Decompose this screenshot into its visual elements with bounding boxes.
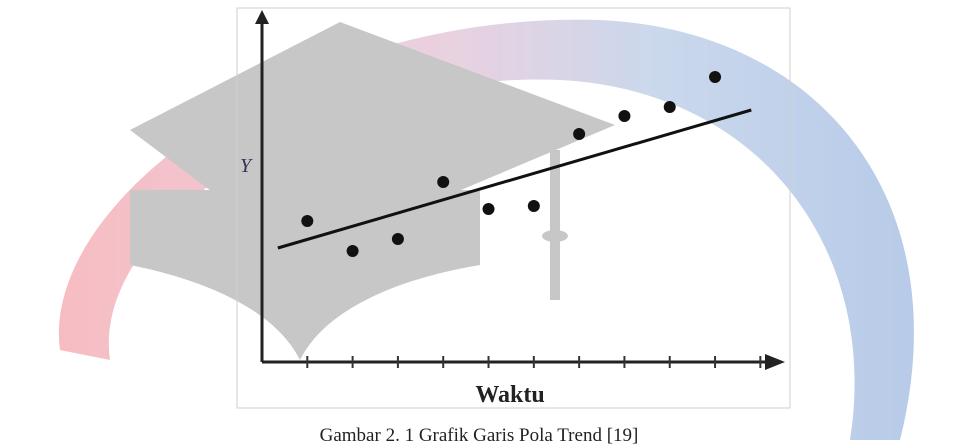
data-point bbox=[618, 110, 630, 122]
data-point bbox=[528, 200, 540, 212]
caption: Gambar 2. 1 Grafik Garis Pola Trend [19] bbox=[320, 425, 639, 446]
x-axis-arrow bbox=[765, 354, 785, 370]
data-point bbox=[301, 215, 313, 227]
data-point bbox=[437, 176, 449, 188]
data-point bbox=[709, 71, 721, 83]
data-point bbox=[483, 203, 495, 215]
y-axis-arrow bbox=[255, 10, 269, 24]
y-axis-label: Y bbox=[240, 155, 253, 177]
data-point bbox=[392, 233, 404, 245]
data-point bbox=[573, 128, 585, 140]
watermark bbox=[59, 20, 914, 440]
page: Y Waktu Gambar 2. 1 Grafik Garis Pola Tr… bbox=[0, 0, 959, 448]
data-point bbox=[347, 245, 359, 257]
data-point bbox=[664, 101, 676, 113]
x-axis-label: Waktu bbox=[475, 382, 544, 408]
